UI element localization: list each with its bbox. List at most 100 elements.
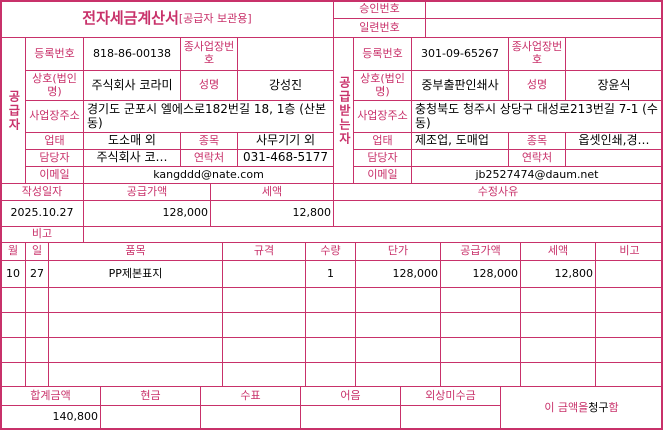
reason-label: 수정사유 xyxy=(333,183,663,201)
cash-label: 현금 xyxy=(100,386,201,406)
supplier-side-label: 공급자 xyxy=(0,37,26,184)
receiver-sub-biz-no-label: 종사업장번호 xyxy=(508,37,566,71)
item-row-3-item xyxy=(48,312,223,338)
item-row-3-day xyxy=(25,312,49,338)
supplier-biz-type-label: 업태 xyxy=(25,132,84,150)
item-row-4-month xyxy=(0,337,26,363)
item-row-2-qty xyxy=(305,287,356,313)
supplier-name-label: 성명 xyxy=(180,70,238,101)
supplier-email-label: 이메일 xyxy=(25,166,84,184)
claim-word: 청구 xyxy=(588,400,609,414)
reason-value xyxy=(333,200,663,227)
receiver-biz-type: 제조업, 도매업 xyxy=(411,132,509,150)
credit-label: 외상미수금 xyxy=(400,386,501,406)
document-title: 전자세금계산서 [공급자 보관용] xyxy=(0,0,334,38)
receiver-email-label: 이메일 xyxy=(353,166,412,184)
supplier-name: 강성진 xyxy=(237,70,334,101)
item-row-1-qty: 1 xyxy=(305,260,356,288)
items-header-month: 월 xyxy=(0,242,26,261)
date-value: 2025.10.27 xyxy=(0,200,84,227)
receiver-contact-label: 담당자 xyxy=(353,149,412,167)
item-row-3-qty xyxy=(305,312,356,338)
item-row-2-month xyxy=(0,287,26,313)
item-row-1-unit-price: 128,000 xyxy=(355,260,441,288)
receiver-address: 충청북도 청주시 상당구 대성로213번길 7-1 (수동) xyxy=(411,100,663,133)
item-row-5-unit-price xyxy=(355,362,441,387)
receiver-reg-no: 301-09-65267 xyxy=(411,37,509,71)
item-row-2-spec xyxy=(222,287,306,313)
item-row-2-item xyxy=(48,287,223,313)
receiver-sub-biz-no xyxy=(565,37,663,71)
date-label: 작성일자 xyxy=(0,183,84,201)
receiver-biz-item-label: 종목 xyxy=(508,132,566,150)
approval-no-label: 승인번호 xyxy=(333,0,426,19)
receiver-phone xyxy=(565,149,663,167)
claim-prefix: 이 금액을 xyxy=(544,400,589,414)
supplier-biz-item: 사무기기 외 xyxy=(237,132,334,150)
supply-amount-value: 128,000 xyxy=(83,200,211,227)
supplier-biz-item-label: 종목 xyxy=(180,132,238,150)
total-label: 합계금액 xyxy=(0,386,101,406)
items-header-supply-amount: 공급가액 xyxy=(440,242,521,261)
items-header-spec: 규격 xyxy=(222,242,306,261)
item-row-5-month xyxy=(0,362,26,387)
promissory-note-value xyxy=(300,405,401,430)
supplier-reg-no-label: 등록번호 xyxy=(25,37,84,71)
supplier-address-label: 사업장주소 xyxy=(25,100,84,133)
item-row-4-qty xyxy=(305,337,356,363)
receiver-biz-item: 옵셋인쇄,경… xyxy=(565,132,663,150)
item-row-3-unit-price xyxy=(355,312,441,338)
credit-value xyxy=(400,405,501,430)
items-header-qty: 수량 xyxy=(305,242,356,261)
item-row-1-tax: 12,800 xyxy=(520,260,596,288)
items-header-day: 일 xyxy=(25,242,49,261)
item-row-4-unit-price xyxy=(355,337,441,363)
receiver-reg-no-label: 등록번호 xyxy=(353,37,412,71)
supplier-contact: 주식회사 코… xyxy=(83,149,181,167)
supplier-phone-label: 연락처 xyxy=(180,149,238,167)
supplier-company: 주식회사 코라미 xyxy=(83,70,181,101)
receiver-contact xyxy=(411,149,509,167)
item-row-2-supply-amount xyxy=(440,287,521,313)
receiver-phone-label: 연락처 xyxy=(508,149,566,167)
title-main: 전자세금계산서 xyxy=(82,9,179,28)
tax-value: 12,800 xyxy=(210,200,334,227)
claim-suffix: 함 xyxy=(608,400,619,414)
item-row-4-spec xyxy=(222,337,306,363)
note-value xyxy=(83,226,663,243)
item-row-2-unit-price xyxy=(355,287,441,313)
item-row-4-supply-amount xyxy=(440,337,521,363)
approval-no-value xyxy=(425,0,663,19)
supply-amount-label: 공급가액 xyxy=(83,183,211,201)
check-label: 수표 xyxy=(200,386,301,406)
item-row-3-month xyxy=(0,312,26,338)
item-row-5-qty xyxy=(305,362,356,387)
item-row-5-supply-amount xyxy=(440,362,521,387)
items-header-item: 품목 xyxy=(48,242,223,261)
item-row-5-day xyxy=(25,362,49,387)
supplier-sub-biz-no-label: 종사업장번호 xyxy=(180,37,238,71)
claim-statement: 이 금액을 청구 함 xyxy=(500,386,663,430)
item-row-1-spec xyxy=(222,260,306,288)
receiver-company: 중부출판인쇄사 xyxy=(411,70,509,101)
receiver-name-label: 성명 xyxy=(508,70,566,101)
tax-label: 세액 xyxy=(210,183,334,201)
item-row-1-supply-amount: 128,000 xyxy=(440,260,521,288)
item-row-4-item xyxy=(48,337,223,363)
item-row-3-spec xyxy=(222,312,306,338)
item-row-3-supply-amount xyxy=(440,312,521,338)
receiver-email: jb2527474@daum.net xyxy=(411,166,663,184)
promissory-note-label: 어음 xyxy=(300,386,401,406)
receiver-name: 장윤식 xyxy=(565,70,663,101)
item-row-2-tax xyxy=(520,287,596,313)
supplier-sub-biz-no xyxy=(237,37,334,71)
serial-no-value xyxy=(425,18,663,38)
item-row-5-tax xyxy=(520,362,596,387)
receiver-company-label: 상호(법인명) xyxy=(353,70,412,101)
item-row-3-tax xyxy=(520,312,596,338)
item-row-2-day xyxy=(25,287,49,313)
item-row-5-spec xyxy=(222,362,306,387)
item-row-2-remark xyxy=(595,287,663,313)
item-row-1-remark xyxy=(595,260,663,288)
receiver-side-label: 공급받는자 xyxy=(333,37,354,184)
